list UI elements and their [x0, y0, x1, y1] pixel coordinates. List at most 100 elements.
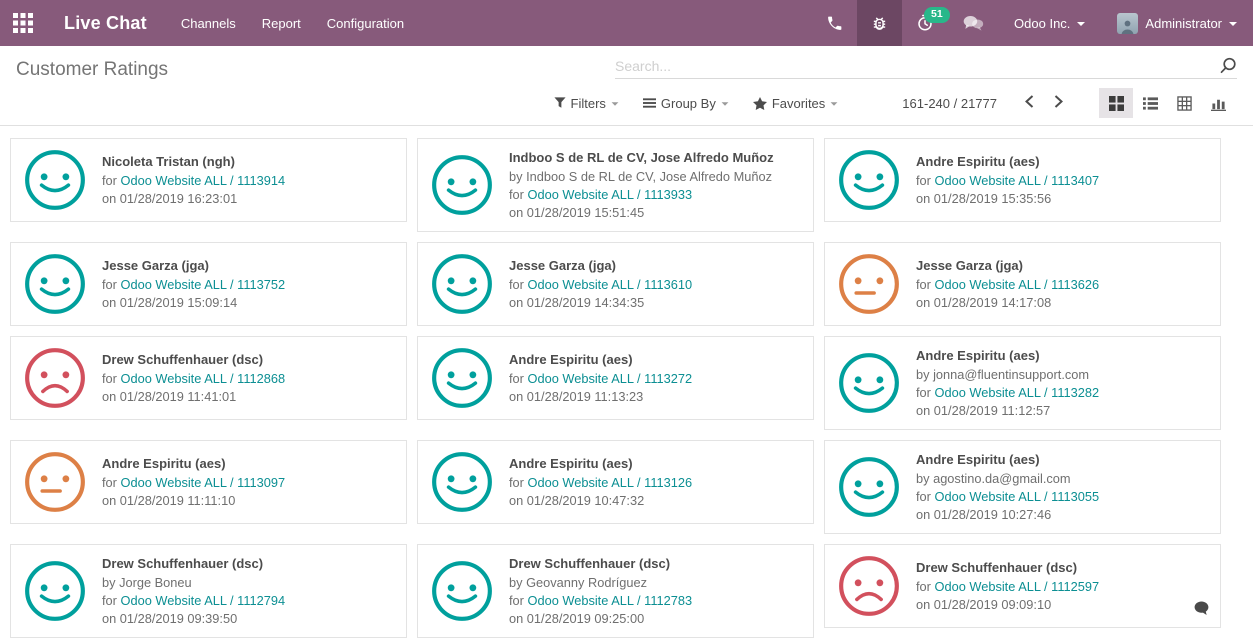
phone-icon[interactable] — [812, 0, 857, 46]
rating-face-happy-icon — [23, 559, 87, 623]
channel-link[interactable]: Odoo Website ALL / 1112868 — [120, 371, 286, 386]
user-name: Administrator — [1145, 15, 1222, 31]
rating-card[interactable]: Indboo S de RL de CV, Jose Alfredo Muñoz… — [417, 138, 814, 232]
list-icon — [1142, 96, 1158, 110]
rating-card[interactable]: Nicoleta Tristan (ngh) for Odoo Website … — [10, 138, 407, 222]
rating-date: on 01/28/2019 11:13:23 — [509, 389, 644, 404]
for-prefix: for — [102, 277, 121, 292]
menu-report[interactable]: Report — [261, 15, 301, 31]
for-prefix: for — [509, 475, 528, 490]
rated-by: by jonna@fluentinsupport.com — [916, 367, 1090, 382]
graph-view-button[interactable] — [1201, 88, 1235, 118]
messages-chat-icon[interactable] — [948, 0, 998, 46]
menu-channels[interactable]: Channels — [180, 15, 236, 31]
channel-link[interactable]: Odoo Website ALL / 1113626 — [934, 277, 1100, 292]
bar-chart-icon — [1210, 99, 1226, 111]
channel-link[interactable]: Odoo Website ALL / 1113126 — [527, 475, 693, 490]
rating-card[interactable]: Andre Espiritu (aes) for Odoo Website AL… — [10, 440, 407, 524]
rating-face-sad-icon — [23, 346, 87, 410]
for-prefix: for — [509, 187, 528, 202]
customer-name: Jesse Garza (jga) — [509, 258, 616, 273]
rating-card[interactable]: Jesse Garza (jga) for Odoo Website ALL /… — [417, 242, 814, 326]
rating-card[interactable]: Andre Espiritu (aes) by agostino.da@gmai… — [824, 440, 1221, 534]
search-input[interactable] — [615, 58, 1219, 74]
chevron-left-icon — [1025, 95, 1034, 108]
kanban-view-button[interactable] — [1099, 88, 1133, 118]
customer-name: Drew Schuffenhauer (dsc) — [102, 352, 264, 367]
rating-date: on 01/28/2019 09:09:10 — [916, 597, 1052, 612]
chevron-down-icon — [830, 101, 838, 106]
group-by-button[interactable]: Group By — [642, 96, 729, 111]
list-view-button[interactable] — [1133, 88, 1167, 118]
for-prefix: for — [916, 173, 935, 188]
rating-date: on 01/28/2019 15:35:56 — [916, 191, 1052, 206]
search-icon[interactable] — [1219, 57, 1237, 75]
filter-funnel-icon — [553, 97, 566, 108]
channel-link[interactable]: Odoo Website ALL / 1113272 — [527, 371, 693, 386]
channel-link[interactable]: Odoo Website ALL / 1113407 — [934, 173, 1100, 188]
rating-face-happy-icon — [430, 252, 494, 316]
apps-grid-icon[interactable] — [0, 0, 46, 46]
customer-name: Jesse Garza (jga) — [102, 258, 209, 273]
for-prefix: for — [916, 489, 935, 504]
favorites-button[interactable]: Favorites — [752, 96, 838, 111]
channel-link[interactable]: Odoo Website ALL / 1113610 — [527, 277, 693, 292]
search-box[interactable] — [615, 57, 1237, 79]
channel-link[interactable]: Odoo Website ALL / 1112783 — [527, 593, 693, 608]
rating-date: on 01/28/2019 16:23:01 — [102, 191, 238, 206]
customer-name: Andre Espiritu (aes) — [916, 348, 1040, 363]
channel-link[interactable]: Odoo Website ALL / 1113055 — [934, 489, 1100, 504]
for-prefix: for — [916, 579, 935, 594]
user-menu[interactable]: Administrator — [1101, 0, 1253, 46]
rating-card[interactable]: Drew Schuffenhauer (dsc) by Geovanny Rod… — [417, 544, 814, 638]
customer-name: Drew Schuffenhauer (dsc) — [102, 556, 264, 571]
for-prefix: for — [916, 277, 935, 292]
channel-link[interactable]: Odoo Website ALL / 1113933 — [527, 187, 693, 202]
rating-face-happy-icon — [837, 148, 901, 212]
rating-card[interactable]: Drew Schuffenhauer (dsc) for Odoo Websit… — [10, 336, 407, 420]
customer-name: Jesse Garza (jga) — [916, 258, 1023, 273]
rating-card[interactable]: Jesse Garza (jga) for Odoo Website ALL /… — [10, 242, 407, 326]
chevron-down-icon — [611, 101, 619, 106]
rating-face-happy-icon — [837, 351, 901, 415]
channel-link[interactable]: Odoo Website ALL / 1112794 — [120, 593, 286, 608]
for-prefix: for — [102, 371, 121, 386]
menu-configuration[interactable]: Configuration — [326, 15, 405, 31]
rating-card[interactable]: Andre Espiritu (aes) for Odoo Website AL… — [824, 138, 1221, 222]
page-title: Customer Ratings — [16, 59, 169, 80]
filters-button[interactable]: Filters — [553, 96, 619, 111]
debug-bug-icon[interactable] — [857, 0, 903, 46]
channel-link[interactable]: Odoo Website ALL / 1113752 — [120, 277, 286, 292]
avatar — [1117, 12, 1139, 34]
activities-clock-icon[interactable]: 51 — [902, 0, 950, 46]
pager-previous-button[interactable] — [1015, 91, 1044, 115]
rating-face-neutral-icon — [23, 450, 87, 514]
rating-date: on 01/28/2019 11:11:10 — [102, 493, 236, 508]
rating-card[interactable]: Jesse Garza (jga) for Odoo Website ALL /… — [824, 242, 1221, 326]
channel-link[interactable]: Odoo Website ALL / 1113282 — [934, 385, 1100, 400]
rating-face-sad-icon — [837, 554, 901, 618]
channel-link[interactable]: Odoo Website ALL / 1113097 — [120, 475, 286, 490]
for-prefix: for — [916, 385, 935, 400]
pager-next-button[interactable] — [1044, 91, 1073, 115]
customer-name: Andre Espiritu (aes) — [916, 452, 1040, 467]
channel-link[interactable]: Odoo Website ALL / 1113914 — [120, 173, 286, 188]
rating-card[interactable]: Andre Espiritu (aes) for Odoo Website AL… — [417, 440, 814, 524]
customer-name: Drew Schuffenhauer (dsc) — [509, 556, 671, 571]
rated-by: by Indboo S de RL de CV, Jose Alfredo Mu… — [509, 169, 772, 184]
pivot-view-button[interactable] — [1167, 88, 1201, 118]
pager-value: 161-240 / 21777 — [902, 95, 997, 111]
for-prefix: for — [102, 475, 121, 490]
rating-card[interactable]: Drew Schuffenhauer (dsc) by Jorge Boneu … — [10, 544, 407, 638]
rating-date: on 01/28/2019 15:09:14 — [102, 295, 238, 310]
rating-date: on 01/28/2019 14:34:35 — [509, 295, 645, 310]
rating-card[interactable]: Andre Espiritu (aes) for Odoo Website AL… — [417, 336, 814, 420]
rated-by: by Geovanny Rodríguez — [509, 575, 648, 590]
rated-by: by Jorge Boneu — [102, 575, 192, 590]
rating-card[interactable]: Andre Espiritu (aes) by jonna@fluentinsu… — [824, 336, 1221, 430]
app-title: Live Chat — [64, 12, 147, 33]
company-menu[interactable]: Odoo Inc. — [998, 0, 1101, 46]
customer-name: Andre Espiritu (aes) — [916, 154, 1040, 169]
rating-card[interactable]: Drew Schuffenhauer (dsc) for Odoo Websit… — [824, 544, 1221, 628]
channel-link[interactable]: Odoo Website ALL / 1112597 — [934, 579, 1100, 594]
